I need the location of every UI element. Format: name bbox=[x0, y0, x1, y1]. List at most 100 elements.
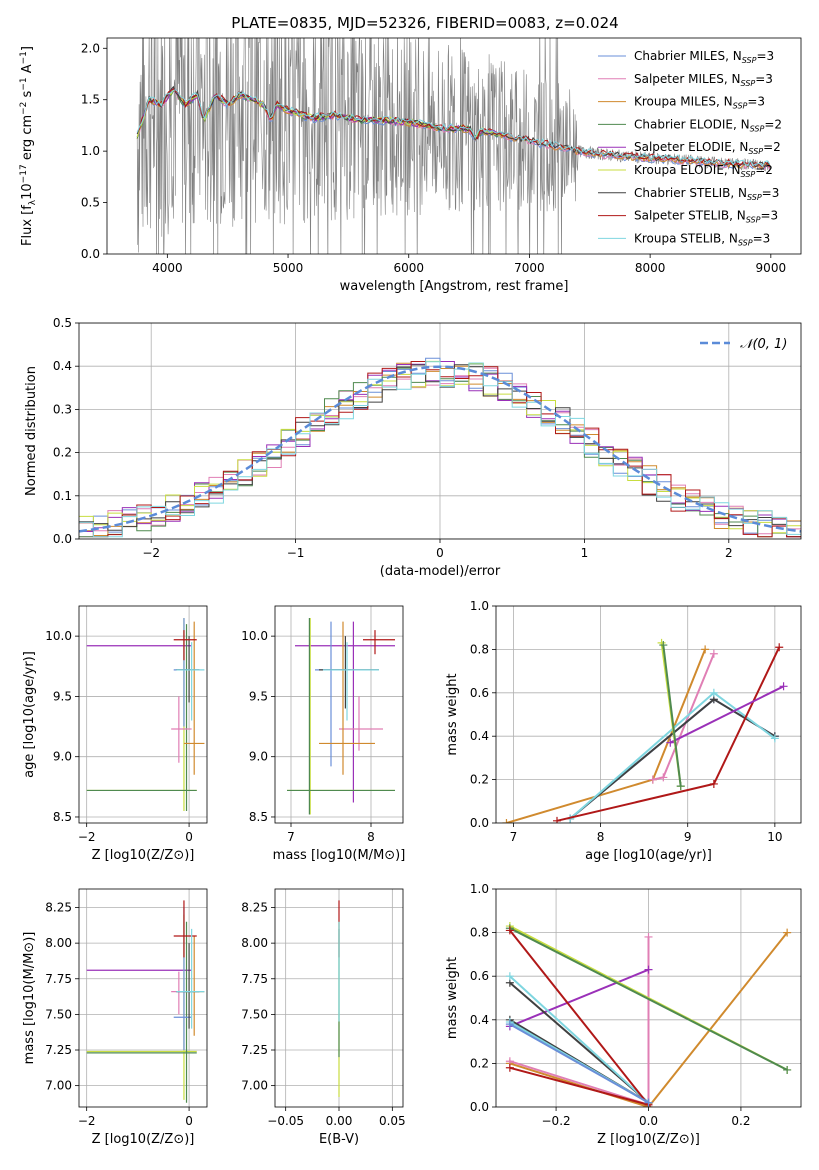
axes-weight-vs-Z: −0.2 0.0 0.2 0.0 0.2 0.4 0.6 0.8 1.0 Z [log10(Z/Z… bbox=[445, 882, 802, 1147]
y-tick-label: 0.4 bbox=[470, 729, 489, 743]
weight-marker bbox=[666, 738, 675, 747]
x-tick-label: 0 bbox=[185, 1114, 193, 1128]
weight-line bbox=[509, 931, 788, 1107]
x-tick-label: 1 bbox=[581, 546, 589, 560]
y-tick-label: 7.00 bbox=[45, 1079, 72, 1093]
weight-marker bbox=[783, 1065, 792, 1074]
y-tick-label: 0.2 bbox=[53, 446, 72, 460]
y-tick-label: 0.8 bbox=[470, 642, 489, 656]
x-axis-label: wavelength [Angstrom, rest frame] bbox=[340, 279, 569, 294]
y-tick-label: 8.00 bbox=[45, 936, 72, 950]
y-tick-label: 9.5 bbox=[53, 689, 72, 703]
y-tick-label: 0.5 bbox=[53, 316, 72, 330]
label-part: λ bbox=[28, 199, 38, 205]
x-axis-label: Z [log10(Z/Z⊙)] bbox=[92, 848, 195, 863]
y-axis-label: Flux [fλ10−17 erg cm−2 s−1 A−1] bbox=[19, 46, 38, 246]
legend-sub: SSP bbox=[741, 170, 756, 179]
label-part: ] bbox=[20, 46, 35, 51]
weight-marker bbox=[553, 816, 561, 823]
axes-frame bbox=[78, 888, 208, 1108]
legend-text: =2 bbox=[764, 117, 782, 131]
x-tick-label: 5000 bbox=[273, 261, 304, 275]
x-tick-label: 7 bbox=[510, 830, 518, 844]
axes-frame bbox=[78, 322, 802, 540]
y-tick-label: 8.5 bbox=[249, 810, 268, 824]
x-tick-label: −2 bbox=[78, 830, 96, 844]
weight-marker bbox=[648, 775, 657, 784]
y-tick-label: 7.00 bbox=[241, 1079, 268, 1093]
y-tick-label: 1.0 bbox=[470, 599, 489, 613]
histogram-step bbox=[79, 361, 801, 538]
weight-marker bbox=[505, 1020, 514, 1029]
weight-marker bbox=[644, 1098, 653, 1107]
y-tick-label: 0.4 bbox=[53, 359, 72, 373]
weight-marker bbox=[770, 734, 779, 743]
x-tick-label: 4000 bbox=[152, 261, 183, 275]
y-tick-label: 1.5 bbox=[81, 93, 100, 107]
legend-text: =3 bbox=[753, 231, 771, 245]
legend-text: =3 bbox=[747, 95, 765, 109]
label-part: s bbox=[20, 90, 35, 101]
weight-marker bbox=[659, 773, 668, 782]
y-tick-label: 0.5 bbox=[81, 196, 100, 210]
normal-curve bbox=[79, 365, 801, 533]
label-part: −2 bbox=[19, 102, 29, 115]
x-tick-label: 0.00 bbox=[326, 1114, 353, 1128]
y-tick-label: 7.50 bbox=[45, 1007, 72, 1021]
axes-spectrum: 4000 5000 6000 7000 8000 9000 0.0 0.5 1.0 1.5 2.0 w… bbox=[19, 37, 802, 294]
x-tick-label: 2 bbox=[725, 546, 733, 560]
weight-line bbox=[509, 1023, 649, 1104]
x-tick-label: 8 bbox=[367, 830, 375, 844]
weight-marker bbox=[779, 682, 788, 691]
axes-age-vs-mass: 7 8 8.5 9.0 9.5 10.0 mass [log10(M/M⊙)] bbox=[241, 605, 405, 863]
model-line bbox=[136, 89, 770, 168]
x-axis-label: Z [log10(Z/Z⊙)] bbox=[92, 1132, 195, 1147]
y-tick-label: 7.25 bbox=[241, 1043, 268, 1057]
weight-marker bbox=[659, 641, 668, 650]
weight-marker bbox=[709, 649, 718, 658]
legend-text: Salpeter ELODIE, N bbox=[634, 140, 748, 154]
plot-area bbox=[79, 889, 207, 1107]
legend-text: Salpeter MILES, N bbox=[634, 72, 741, 86]
weight-line bbox=[669, 685, 785, 744]
y-tick-label: 1.0 bbox=[470, 882, 489, 896]
y-tick-label: 8.00 bbox=[241, 936, 268, 950]
axes-frame bbox=[495, 605, 802, 824]
y-tick-label: 7.25 bbox=[45, 1043, 72, 1057]
weight-line bbox=[652, 653, 715, 781]
label-part: 10 bbox=[20, 183, 35, 200]
legend-text: Kroupa ELODIE, N bbox=[634, 163, 741, 177]
legend-sub: SSP bbox=[742, 56, 757, 65]
legend-text: Chabrier STELIB, N bbox=[634, 186, 747, 200]
legend-text: =3 bbox=[762, 186, 780, 200]
y-tick-label: 0.4 bbox=[470, 1013, 489, 1027]
y-tick-label: 0.8 bbox=[470, 926, 489, 940]
axes-mass-vs-EBV: −0.05 0.00 0.05 7.00 7.25 7.50 7.75 8.00 8.25 E(B… bbox=[241, 888, 406, 1147]
y-tick-label: 0.0 bbox=[470, 1100, 489, 1114]
x-tick-label: 8 bbox=[597, 830, 605, 844]
weight-marker bbox=[775, 643, 784, 652]
axes-frame bbox=[106, 37, 802, 255]
legend-sub: SSP bbox=[750, 124, 765, 133]
y-axis-label: Normed distribution bbox=[24, 366, 39, 496]
y-axis-label: mass [log10(M/M⊙)] bbox=[22, 932, 37, 1065]
figure-title: PLATE=0835, MJD=52326, FIBERID=0083, z=0… bbox=[231, 14, 618, 32]
axes-mass-vs-Z: −2 0 7.00 7.25 7.50 7.75 8.00 8.25 Z [log10(Z/Z⊙… bbox=[22, 888, 208, 1147]
legend-text: Salpeter STELIB, N bbox=[634, 209, 746, 223]
y-tick-label: 10.0 bbox=[45, 629, 72, 643]
x-tick-label: 10 bbox=[767, 830, 782, 844]
legend-label: Kroupa ELODIE, NSSP=2 bbox=[634, 163, 773, 179]
y-tick-label: 0.0 bbox=[470, 816, 489, 830]
y-tick-label: 9.0 bbox=[53, 750, 72, 764]
x-tick-label: 7 bbox=[287, 830, 295, 844]
legend-label: Chabrier MILES, NSSP=3 bbox=[634, 49, 774, 65]
axes-frame bbox=[495, 888, 802, 1108]
legend-label: Salpeter MILES, NSSP=3 bbox=[634, 72, 773, 88]
x-axis-label: E(B-V) bbox=[319, 1132, 359, 1147]
weight-line bbox=[662, 644, 682, 787]
legend-text: =3 bbox=[755, 72, 773, 86]
y-tick-label: 8.5 bbox=[53, 810, 72, 824]
label-part: Flux [f bbox=[20, 205, 35, 246]
x-axis-label: age [log10(age/yr)] bbox=[585, 848, 712, 863]
legend-sub: SSP bbox=[741, 79, 756, 88]
